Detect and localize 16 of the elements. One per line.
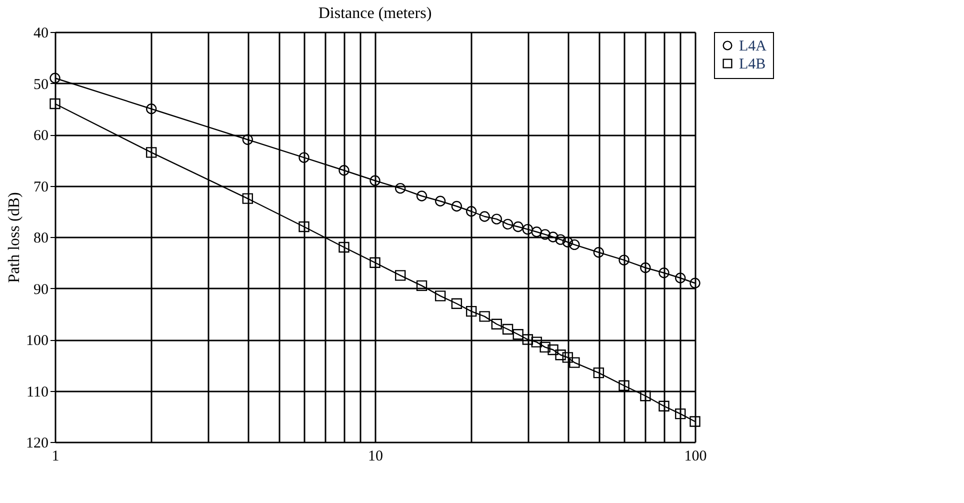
x-tick-label: 100 — [684, 448, 707, 464]
x-tick-label: 10 — [368, 448, 383, 464]
y-tick-label: 100 — [26, 333, 48, 349]
y-tick-label: 90 — [34, 282, 48, 298]
y-tick-label: 40 — [34, 26, 48, 42]
y-tick-label: 80 — [34, 230, 48, 246]
legend-label: L4A — [739, 38, 767, 54]
legend-label: L4B — [739, 56, 766, 72]
y-tick-label: 120 — [26, 436, 48, 452]
y-tick-label: 60 — [34, 128, 48, 144]
x-tick-label: 1 — [52, 448, 60, 464]
x-axis-title: Distance (meters) — [318, 5, 432, 22]
y-tick-label: 110 — [26, 384, 48, 400]
y-axis-title: Path loss (dB) — [6, 192, 23, 283]
y-tick-label: 50 — [34, 76, 48, 93]
y-tick-label: 70 — [34, 179, 48, 196]
